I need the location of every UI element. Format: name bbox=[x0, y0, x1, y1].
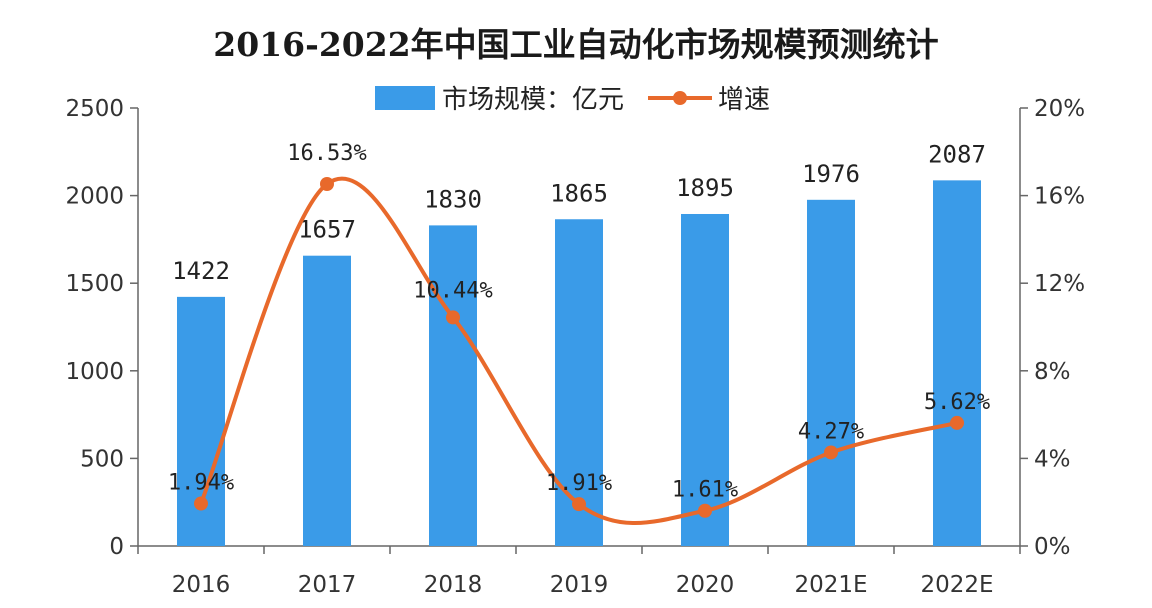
growth-value-label: 1.94% bbox=[168, 471, 234, 496]
growth-markers bbox=[194, 176, 964, 518]
growth-value-label: 4.27% bbox=[798, 419, 864, 444]
y-left-tick-label: 2500 bbox=[65, 96, 124, 122]
growth-marker bbox=[194, 496, 208, 511]
y-left-ticks: 0 500 1000 1500 2000 2500 bbox=[65, 96, 138, 560]
bar bbox=[933, 180, 981, 546]
x-tick-label: 2019 bbox=[550, 572, 609, 598]
growth-value-label: 1.91% bbox=[546, 471, 612, 496]
y-right-tick-label: 16% bbox=[1034, 184, 1085, 210]
growth-marker bbox=[698, 503, 712, 518]
bars bbox=[177, 180, 981, 546]
bar-value-label: 1865 bbox=[550, 179, 608, 207]
bar-value-label: 1895 bbox=[676, 174, 734, 202]
legend-line-marker bbox=[673, 91, 687, 105]
x-tick-label: 2020 bbox=[676, 572, 735, 598]
growth-marker bbox=[320, 176, 334, 191]
legend-line-label: 增速 bbox=[718, 85, 770, 115]
bar-value-label: 1976 bbox=[802, 160, 860, 188]
growth-labels: 1.94% 16.53% 10.44% 1.91% 1.61% 4.27% 5.62% bbox=[168, 141, 990, 503]
growth-marker bbox=[824, 445, 838, 460]
y-right-tick-label: 0% bbox=[1034, 534, 1071, 560]
x-tick-label: 2017 bbox=[298, 572, 357, 598]
bar bbox=[555, 219, 603, 546]
y-right-tick-label: 20% bbox=[1034, 96, 1085, 122]
growth-marker bbox=[446, 310, 460, 325]
growth-marker bbox=[950, 415, 964, 430]
y-left-tick-label: 1000 bbox=[65, 359, 124, 385]
y-right-tick-label: 12% bbox=[1034, 271, 1085, 297]
growth-value-label: 5.62% bbox=[924, 390, 990, 415]
chart-title: 2016-2022年中国工业自动化市场规模预测统计 bbox=[213, 25, 938, 64]
bar bbox=[429, 225, 477, 546]
y-left-tick-label: 2000 bbox=[65, 184, 124, 210]
legend-bar-label: 市场规模：亿元 bbox=[442, 85, 624, 115]
bar-labels: 1422 1657 1830 1865 1895 1976 2087 bbox=[172, 140, 986, 285]
growth-value-label: 1.61% bbox=[672, 478, 738, 503]
y-right-ticks: 0% 4% 8% 12% 16% 20% bbox=[1020, 96, 1085, 560]
bar bbox=[807, 199, 855, 546]
bar bbox=[681, 213, 729, 546]
bar bbox=[303, 255, 351, 546]
x-tick-label: 2022E bbox=[920, 572, 993, 598]
growth-value-label: 10.44% bbox=[413, 278, 492, 303]
growth-marker bbox=[572, 497, 586, 512]
x-ticks: 2016 2017 2018 2019 2020 2021E 2022E bbox=[137, 546, 1021, 598]
y-right-tick-label: 4% bbox=[1034, 446, 1071, 472]
bar-value-label: 2087 bbox=[928, 140, 986, 168]
x-tick-label: 2018 bbox=[424, 572, 483, 598]
legend: 市场规模：亿元 增速 bbox=[375, 85, 770, 115]
x-tick-label: 2021E bbox=[794, 572, 867, 598]
bar-value-label: 1657 bbox=[298, 216, 356, 244]
growth-value-label: 16.53% bbox=[287, 141, 366, 166]
legend-bar-swatch bbox=[375, 86, 435, 110]
x-tick-label: 2016 bbox=[172, 572, 231, 598]
y-left-tick-label: 1500 bbox=[65, 271, 124, 297]
y-right-tick-label: 8% bbox=[1034, 359, 1071, 385]
growth-line bbox=[199, 176, 958, 525]
bar-value-label: 1830 bbox=[424, 185, 482, 213]
y-left-tick-label: 500 bbox=[80, 446, 124, 472]
bar-value-label: 1422 bbox=[172, 257, 230, 285]
y-left-tick-label: 0 bbox=[109, 534, 124, 560]
